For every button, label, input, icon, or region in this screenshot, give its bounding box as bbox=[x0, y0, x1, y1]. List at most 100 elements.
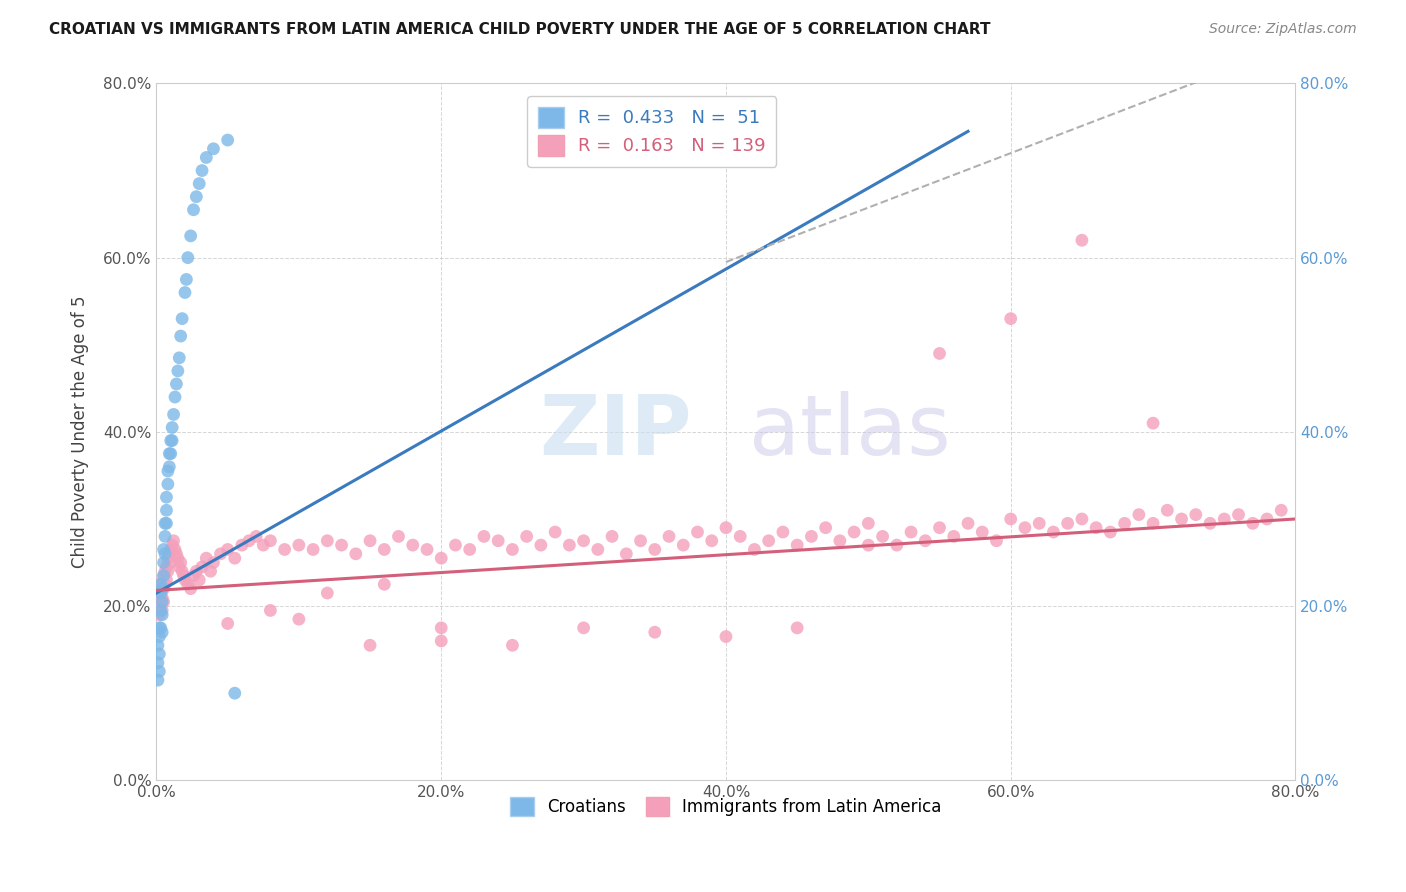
Text: Source: ZipAtlas.com: Source: ZipAtlas.com bbox=[1209, 22, 1357, 37]
Legend: Croatians, Immigrants from Latin America: Croatians, Immigrants from Latin America bbox=[502, 789, 950, 824]
Point bbox=[152, 568, 174, 582]
Point bbox=[672, 538, 695, 552]
Point bbox=[1070, 512, 1092, 526]
Point bbox=[149, 603, 172, 617]
Point bbox=[159, 447, 181, 461]
Point bbox=[359, 533, 381, 548]
Point bbox=[146, 656, 169, 670]
Point bbox=[146, 577, 169, 591]
Point bbox=[217, 133, 239, 147]
Point bbox=[714, 521, 737, 535]
Point bbox=[1000, 311, 1022, 326]
Point bbox=[316, 533, 339, 548]
Point bbox=[191, 560, 214, 574]
Point bbox=[786, 538, 808, 552]
Point bbox=[169, 560, 191, 574]
Point bbox=[160, 420, 183, 434]
Point bbox=[786, 621, 808, 635]
Point bbox=[152, 568, 174, 582]
Point bbox=[157, 447, 180, 461]
Point bbox=[1028, 516, 1050, 531]
Point bbox=[153, 529, 176, 543]
Point bbox=[149, 577, 172, 591]
Point bbox=[928, 346, 950, 360]
Text: ZIP: ZIP bbox=[540, 392, 692, 473]
Point bbox=[686, 524, 709, 539]
Point bbox=[544, 524, 567, 539]
Point bbox=[430, 634, 453, 648]
Text: CROATIAN VS IMMIGRANTS FROM LATIN AMERICA CHILD POVERTY UNDER THE AGE OF 5 CORRE: CROATIAN VS IMMIGRANTS FROM LATIN AMERIC… bbox=[49, 22, 991, 37]
Point bbox=[149, 599, 172, 613]
Point bbox=[149, 621, 172, 635]
Point bbox=[162, 533, 184, 548]
Point bbox=[148, 595, 170, 609]
Point bbox=[858, 538, 880, 552]
Point bbox=[156, 564, 179, 578]
Point bbox=[191, 163, 214, 178]
Point bbox=[148, 665, 170, 679]
Point bbox=[217, 542, 239, 557]
Point bbox=[644, 542, 666, 557]
Point bbox=[942, 529, 965, 543]
Point bbox=[886, 538, 908, 552]
Point bbox=[177, 577, 200, 591]
Point bbox=[344, 547, 367, 561]
Point bbox=[153, 516, 176, 531]
Point bbox=[245, 529, 267, 543]
Point bbox=[430, 621, 453, 635]
Point bbox=[150, 607, 173, 622]
Point bbox=[828, 533, 851, 548]
Point bbox=[402, 538, 425, 552]
Point bbox=[1128, 508, 1150, 522]
Point bbox=[163, 542, 186, 557]
Point bbox=[156, 477, 179, 491]
Point bbox=[152, 582, 174, 596]
Point bbox=[159, 542, 181, 557]
Point bbox=[1042, 524, 1064, 539]
Point bbox=[1056, 516, 1078, 531]
Point bbox=[1085, 521, 1108, 535]
Point bbox=[252, 538, 274, 552]
Point bbox=[359, 638, 381, 652]
Point bbox=[150, 591, 173, 605]
Point bbox=[956, 516, 979, 531]
Point bbox=[180, 582, 202, 596]
Point bbox=[1184, 508, 1206, 522]
Point bbox=[169, 351, 191, 365]
Point bbox=[486, 533, 509, 548]
Point bbox=[914, 533, 936, 548]
Point bbox=[172, 311, 194, 326]
Point bbox=[238, 533, 260, 548]
Point bbox=[772, 524, 794, 539]
Point bbox=[972, 524, 994, 539]
Point bbox=[842, 524, 865, 539]
Point bbox=[146, 591, 169, 605]
Point bbox=[600, 529, 623, 543]
Point bbox=[744, 542, 766, 557]
Point bbox=[758, 533, 780, 548]
Point bbox=[155, 560, 177, 574]
Point bbox=[728, 529, 751, 543]
Point bbox=[224, 551, 246, 566]
Point bbox=[1270, 503, 1292, 517]
Point bbox=[152, 542, 174, 557]
Point bbox=[373, 542, 395, 557]
Point bbox=[530, 538, 553, 552]
Point bbox=[501, 542, 523, 557]
Point bbox=[572, 621, 595, 635]
Point bbox=[177, 251, 200, 265]
Point bbox=[148, 582, 170, 596]
Point bbox=[231, 538, 253, 552]
Point bbox=[188, 177, 211, 191]
Point bbox=[195, 151, 218, 165]
Point bbox=[166, 551, 188, 566]
Point bbox=[202, 556, 225, 570]
Point bbox=[302, 542, 325, 557]
Point bbox=[183, 202, 205, 217]
Point bbox=[153, 564, 176, 578]
Point bbox=[173, 568, 195, 582]
Point bbox=[658, 529, 681, 543]
Point bbox=[472, 529, 495, 543]
Point bbox=[259, 533, 281, 548]
Point bbox=[153, 577, 176, 591]
